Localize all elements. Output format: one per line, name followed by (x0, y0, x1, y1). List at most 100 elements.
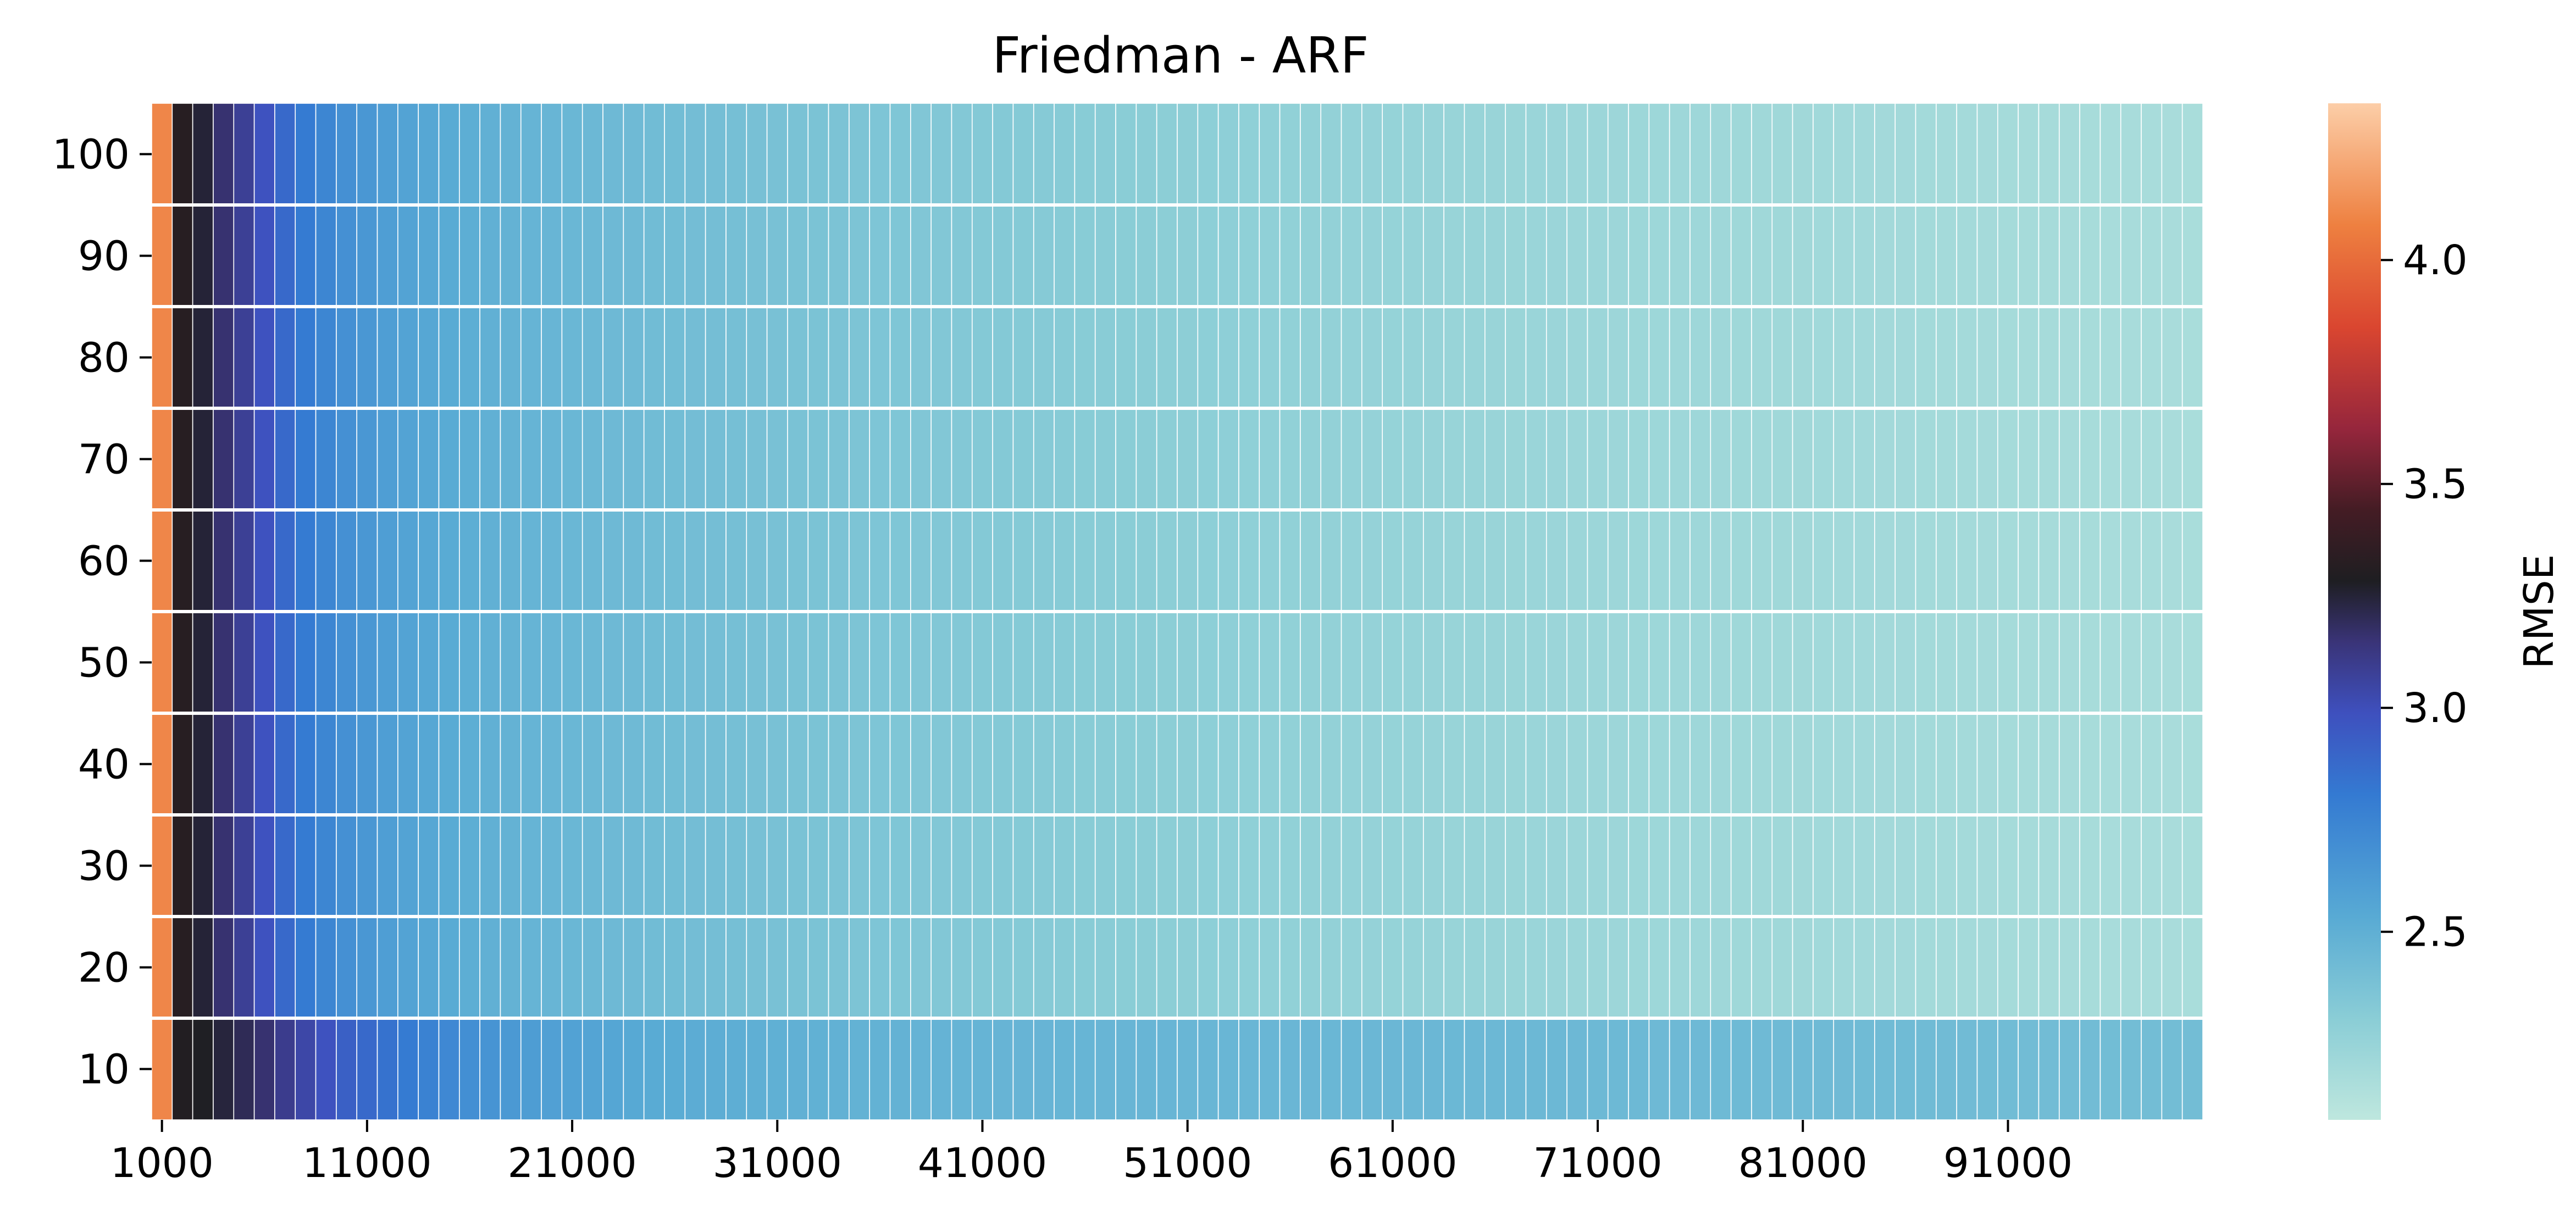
heatmap-cell (1197, 306, 1219, 409)
heatmap-cell (458, 814, 480, 917)
heatmap-cell (500, 916, 522, 1019)
heatmap-cell (1094, 306, 1116, 409)
heatmap-cell (1853, 204, 1875, 307)
heatmap-cell (356, 916, 378, 1019)
heatmap-cell (869, 916, 891, 1019)
heatmap-cell (356, 611, 378, 714)
heatmap-cell (2018, 1018, 2040, 1120)
heatmap-cell (356, 713, 378, 815)
heatmap-cell (930, 1018, 952, 1120)
heatmap-cell (1197, 916, 1219, 1019)
heatmap-cell (1545, 306, 1567, 409)
heatmap-cell (1361, 814, 1383, 917)
heatmap-cell (1135, 103, 1157, 206)
heatmap-cell (1443, 509, 1465, 612)
heatmap-cell (889, 611, 911, 714)
heatmap-cell (479, 1018, 501, 1120)
y-tick-label: 20 (78, 945, 130, 992)
heatmap-cell (2038, 1018, 2060, 1120)
heatmap-cell (2161, 103, 2183, 206)
heatmap-cell (623, 1018, 645, 1120)
heatmap-cell (1936, 103, 1957, 206)
heatmap-cell (1074, 1018, 1096, 1120)
heatmap-cell (1156, 611, 1178, 714)
heatmap-cell (705, 611, 727, 714)
x-tick-label: 61000 (1328, 1140, 1457, 1187)
heatmap-cell (1402, 204, 1424, 307)
heatmap-cell (376, 103, 398, 206)
heatmap-cell (2099, 509, 2121, 612)
heatmap-cell (623, 408, 645, 510)
heatmap-cell (1587, 408, 1609, 510)
heatmap-cell (1936, 509, 1957, 612)
heatmap-cell (1566, 814, 1588, 917)
heatmap-cell (253, 814, 275, 917)
heatmap-cell (2058, 509, 2080, 612)
heatmap-cell (295, 814, 317, 917)
heatmap-cell (192, 1018, 214, 1120)
heatmap-cell (910, 713, 932, 815)
heatmap-cell (2038, 204, 2060, 307)
heatmap-cell (910, 103, 932, 206)
heatmap-cell (1751, 509, 1773, 612)
heatmap-cell (1751, 204, 1773, 307)
heatmap-cell (1956, 509, 1978, 612)
heatmap-cell (356, 204, 378, 307)
heatmap-cell (1156, 408, 1178, 510)
heatmap-cell (1956, 814, 1978, 917)
heatmap-cell (951, 611, 973, 714)
heatmap-cell (2141, 509, 2163, 612)
heatmap-cell (889, 408, 911, 510)
heatmap-cell (1177, 103, 1199, 206)
heatmap-cell (1956, 306, 1978, 409)
colorbar-gradient (2328, 103, 2381, 1120)
heatmap-cell (1648, 611, 1670, 714)
heatmap-cell (376, 713, 398, 815)
heatmap-cell (458, 306, 480, 409)
heatmap-cell (1853, 611, 1875, 714)
heatmap-cell (1115, 103, 1137, 206)
heatmap-cell (1771, 306, 1793, 409)
heatmap-cell (930, 408, 952, 510)
heatmap-cell (705, 1018, 727, 1120)
heatmap-cell (1259, 204, 1281, 307)
heatmap-cell (746, 509, 768, 612)
heatmap-cell (869, 103, 891, 206)
heatmap-cell (1956, 408, 1978, 510)
heatmap-cell (581, 408, 603, 510)
heatmap-cell (1587, 713, 1609, 815)
colorbar-tick-label: 3.5 (2403, 461, 2468, 508)
heatmap-cell (2018, 814, 2040, 917)
heatmap-cell (1033, 306, 1055, 409)
heatmap-cell (1587, 204, 1609, 307)
heatmap-cell (1853, 1018, 1875, 1120)
heatmap-cell (972, 1018, 993, 1120)
heatmap-cell (1156, 306, 1178, 409)
heatmap-cell (520, 306, 542, 409)
heatmap-cell (1628, 611, 1650, 714)
heatmap-cell (951, 103, 973, 206)
heatmap-cell (807, 408, 829, 510)
colorbar: 2.5 3.0 3.5 4.0 RMSE (2328, 103, 2563, 1120)
heatmap-cell (479, 408, 501, 510)
heatmap-cell (930, 204, 952, 307)
heatmap-cell (1382, 306, 1404, 409)
heatmap-cell (1094, 103, 1116, 206)
heatmap-cell (315, 509, 337, 612)
heatmap-cell (1894, 814, 1916, 917)
heatmap-cell (992, 916, 1014, 1019)
heatmap-cell (458, 204, 480, 307)
heatmap-cell (1894, 306, 1916, 409)
heatmap-cell (479, 204, 501, 307)
heatmap-cell (1833, 713, 1855, 815)
heatmap-cell (1976, 713, 1998, 815)
heatmap-cell (684, 408, 706, 510)
heatmap-cell (356, 814, 378, 917)
heatmap-cell (1320, 611, 1342, 714)
heatmap-cell (1669, 713, 1691, 815)
heatmap-cell (2181, 916, 2203, 1019)
heatmap-cell (1669, 306, 1691, 409)
heatmap-cell (1607, 408, 1629, 510)
heatmap-cell (1997, 204, 2019, 307)
heatmap-cell (1115, 1018, 1137, 1120)
